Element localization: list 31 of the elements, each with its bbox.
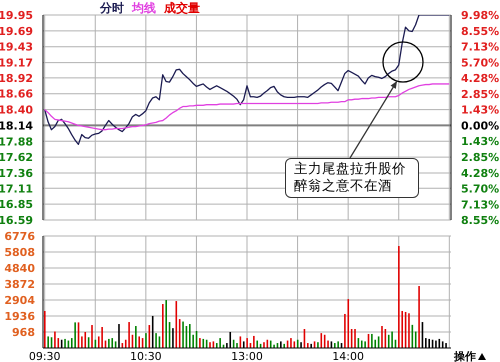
y-tick-label: 968 [12, 326, 35, 339]
y2-tick-label: 1.43% [461, 104, 500, 117]
y-tick-label: 2904 [4, 294, 36, 307]
x-tick-label: 13:00 [231, 350, 263, 362]
y2-tick-label: 2.85% [461, 150, 500, 164]
y2-tick-label: 7.13% [461, 198, 500, 212]
y2-tick-label: 5.70% [461, 182, 500, 196]
text: 分时 [100, 0, 124, 15]
y2-tick-label: 1.43% [461, 135, 500, 148]
y-tick-label: 6776 [4, 230, 36, 243]
x-tick-label: 10:30 [130, 350, 162, 362]
y2-tick-label: 5.70% [461, 56, 500, 70]
y2-tick-label: 7.13% [461, 40, 500, 54]
x-tick-label: 14:00 [332, 350, 364, 362]
y2-tick-label: 8.55% [461, 214, 500, 227]
text: 成交量 [164, 0, 200, 15]
x-tick-label: 09:30 [28, 350, 61, 362]
y-tick-label: 5808 [4, 246, 35, 259]
y2-tick-label: 8.55% [461, 24, 500, 38]
y2-tick-label: 4.28% [461, 166, 500, 180]
y-tick-label: 1936 [4, 310, 36, 323]
y2-tick-label: 2.85% [461, 88, 500, 101]
text: 均线 [132, 0, 156, 15]
line-series [44, 83, 450, 130]
y2-tick-label: 4.28% [461, 72, 500, 86]
y-tick-label: 3872 [4, 278, 35, 291]
y-tick-label: 4840 [4, 262, 36, 275]
annotation: 主力尾盘拉升股价醉翁之意不在酒 [294, 161, 406, 195]
text: 操作 [454, 349, 476, 362]
y2-tick-label: 9.98% [461, 9, 500, 22]
y2-tick-label: 0.00% [461, 119, 500, 132]
